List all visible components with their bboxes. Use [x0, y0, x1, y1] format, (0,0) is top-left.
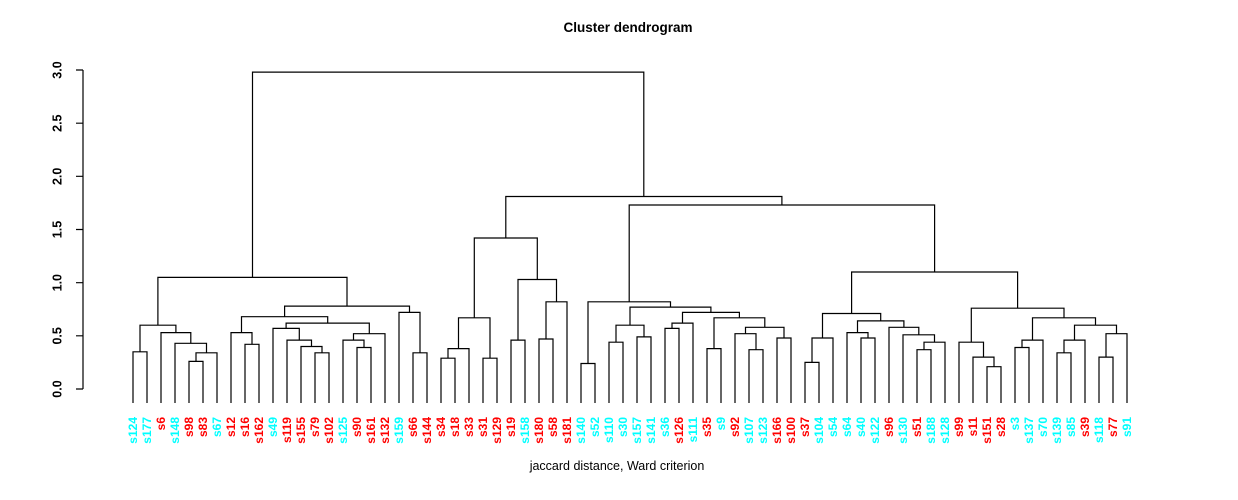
leaf-label: s181 — [560, 417, 574, 444]
leaf-label: s166 — [770, 417, 784, 444]
leaf-label: s49 — [266, 417, 280, 437]
leaf-label: s107 — [742, 417, 756, 444]
leaf-label: s28 — [994, 417, 1008, 437]
leaf-label: s140 — [574, 417, 588, 444]
leaf-label: s144 — [420, 417, 434, 444]
leaf-label: s19 — [504, 417, 518, 437]
leaf-label: s118 — [1092, 417, 1106, 443]
leaf-label: s162 — [252, 417, 266, 444]
chart-title: Cluster dendrogram — [563, 20, 692, 35]
leaf-label: s67 — [210, 417, 224, 437]
leaf-label: s155 — [294, 417, 308, 444]
leaf-label: s157 — [630, 417, 644, 444]
leaf-label: s161 — [364, 417, 378, 444]
leaf-label: s58 — [546, 417, 560, 437]
leaf-label: s31 — [476, 417, 490, 437]
leaf-label: s40 — [854, 417, 868, 437]
x-axis-label: jaccard distance, Ward criterion — [529, 459, 705, 473]
leaf-label: s34 — [434, 417, 448, 437]
leaf-label: s124 — [126, 417, 140, 444]
y-tick-label: 1.5 — [50, 221, 64, 238]
leaf-label: s83 — [196, 417, 210, 437]
leaf-label: s159 — [392, 417, 406, 444]
leaf-label: s98 — [182, 417, 196, 437]
leaf-label: s77 — [1106, 417, 1120, 437]
leaf-label: s151 — [980, 417, 994, 444]
y-tick-label: 3.0 — [50, 61, 64, 78]
y-tick-label: 0.5 — [50, 327, 64, 344]
leaf-label: s96 — [882, 417, 896, 437]
leaf-label: s125 — [336, 417, 350, 444]
leaf-label: s36 — [658, 417, 672, 437]
leaf-label: s119 — [280, 417, 294, 443]
leaf-label: s128 — [938, 417, 952, 444]
y-tick-label: 2.5 — [50, 114, 64, 131]
leaf-label: s6 — [154, 417, 168, 431]
leaf-label: s126 — [672, 417, 686, 444]
leaf-label: s51 — [910, 417, 924, 437]
y-tick-label: 1.0 — [50, 274, 64, 291]
leaf-label: s70 — [1036, 417, 1050, 437]
leaf-label: s79 — [308, 417, 322, 437]
leaf-label: s90 — [350, 417, 364, 437]
leaf-label: s137 — [1022, 417, 1036, 444]
leaf-label: s139 — [1050, 417, 1064, 444]
leaf-label: s35 — [700, 417, 714, 437]
leaf-label: s102 — [322, 417, 336, 444]
leaf-label: s99 — [952, 417, 966, 437]
leaf-label: s129 — [490, 417, 504, 444]
leaf-label: s66 — [406, 417, 420, 437]
leaf-label: s92 — [728, 417, 742, 437]
leaf-label: s37 — [798, 417, 812, 437]
leaf-labels: s124 s177 s6 s148 s98 s83 s67 s12 s16 s162 s49 s119… — [126, 417, 1134, 444]
leaf-label: s52 — [588, 417, 602, 437]
y-tick-label: 0.0 — [50, 380, 64, 397]
leaf-label: s123 — [756, 417, 770, 444]
leaf-label: s11 — [966, 417, 980, 437]
leaf-label: s9 — [714, 417, 728, 431]
leaf-label: s18 — [448, 417, 462, 437]
leaf-label: s100 — [784, 417, 798, 444]
leaf-label: s180 — [532, 417, 546, 444]
y-tick-label: 2.0 — [50, 168, 64, 185]
leaf-label: s12 — [224, 417, 238, 437]
leaf-label: s39 — [1078, 417, 1092, 437]
leaf-label: s177 — [140, 417, 154, 444]
leaf-label: s30 — [616, 417, 630, 437]
leaf-label: s130 — [896, 417, 910, 444]
leaf-label: s91 — [1120, 417, 1134, 437]
leaf-label: s141 — [644, 417, 658, 444]
leaf-label: s104 — [812, 417, 826, 444]
leaf-label: s148 — [168, 417, 182, 444]
leaf-label: s85 — [1064, 417, 1078, 437]
leaf-label: s54 — [826, 417, 840, 437]
leaf-label: s33 — [462, 417, 476, 437]
leaf-label: s64 — [840, 417, 854, 437]
leaf-label: s3 — [1008, 417, 1022, 431]
leaf-label: s188 — [924, 417, 938, 444]
leaf-label: s132 — [378, 417, 392, 444]
y-axis: 0.0 0.5 1.0 1.5 2.0 2.5 3.0 — [50, 61, 84, 398]
leaf-label: s110 — [602, 417, 616, 443]
leaf-label: s16 — [238, 417, 252, 437]
leaf-label: s158 — [518, 417, 532, 444]
leaf-label: s111 — [686, 417, 700, 443]
dendrogram-tree — [132, 71, 1128, 403]
leaf-label: s122 — [868, 417, 882, 444]
